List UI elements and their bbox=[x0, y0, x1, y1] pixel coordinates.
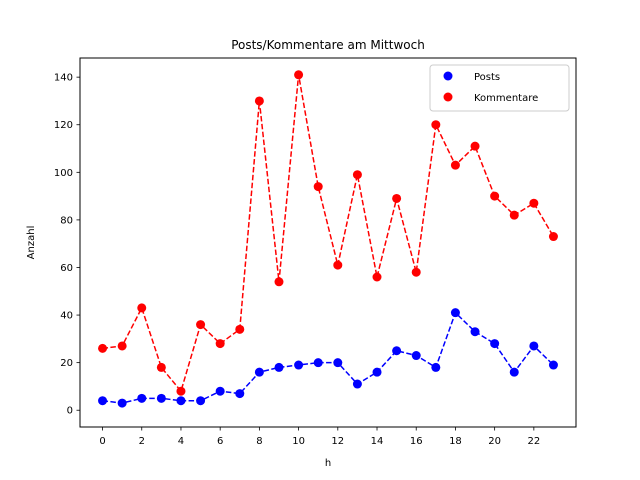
data-point-kommentare bbox=[352, 170, 362, 180]
data-point-posts bbox=[529, 341, 539, 351]
data-point-kommentare bbox=[196, 320, 206, 330]
series-line-kommentare bbox=[102, 74, 555, 393]
data-point-posts bbox=[254, 367, 264, 377]
data-point-kommentare bbox=[392, 193, 402, 203]
data-point-kommentare bbox=[176, 386, 186, 396]
data-point-posts bbox=[117, 398, 127, 408]
data-point-posts bbox=[548, 360, 558, 370]
x-tick-label: 4 bbox=[178, 436, 184, 447]
x-tick-label: 16 bbox=[410, 436, 423, 447]
data-point-kommentare bbox=[470, 141, 480, 151]
data-point-posts bbox=[196, 396, 206, 406]
data-point-posts bbox=[333, 358, 343, 368]
data-point-kommentare bbox=[372, 272, 382, 282]
data-point-kommentare bbox=[529, 198, 539, 208]
legend-label-posts: Posts bbox=[474, 72, 500, 83]
data-point-posts bbox=[450, 308, 460, 318]
data-point-posts bbox=[411, 351, 421, 361]
data-point-posts bbox=[509, 367, 519, 377]
data-point-posts bbox=[313, 358, 323, 368]
x-tick-label: 6 bbox=[217, 436, 223, 447]
data-point-kommentare bbox=[333, 260, 343, 270]
data-point-posts bbox=[490, 339, 500, 349]
y-tick-label: 100 bbox=[54, 168, 73, 179]
data-point-posts bbox=[156, 393, 166, 403]
data-point-posts bbox=[137, 393, 147, 403]
data-point-kommentare bbox=[254, 96, 264, 106]
data-point-posts bbox=[215, 386, 225, 396]
x-tick-label: 0 bbox=[99, 436, 105, 447]
data-point-posts bbox=[176, 396, 186, 406]
y-tick-label: 0 bbox=[67, 406, 73, 417]
x-tick-label: 10 bbox=[292, 436, 305, 447]
y-tick-label: 60 bbox=[60, 263, 73, 274]
data-point-posts bbox=[274, 362, 284, 372]
data-point-kommentare bbox=[431, 120, 441, 130]
x-axis-label: h bbox=[325, 458, 331, 469]
data-point-posts bbox=[470, 327, 480, 337]
x-tick-label: 14 bbox=[371, 436, 384, 447]
data-point-kommentare bbox=[117, 341, 127, 351]
x-tick-label: 18 bbox=[449, 436, 462, 447]
data-point-posts bbox=[392, 346, 402, 356]
legend-marker-kommentare bbox=[443, 92, 453, 102]
data-point-kommentare bbox=[137, 303, 147, 313]
axes-frame bbox=[79, 57, 577, 428]
data-point-posts bbox=[352, 379, 362, 389]
data-point-posts bbox=[235, 389, 245, 399]
x-tick-label: 2 bbox=[139, 436, 145, 447]
data-point-kommentare bbox=[548, 232, 558, 242]
data-point-kommentare bbox=[235, 324, 245, 334]
data-point-kommentare bbox=[313, 182, 323, 192]
y-axis-label: Anzahl bbox=[26, 226, 37, 260]
chart-title: Posts/Kommentare am Mittwoch bbox=[231, 38, 425, 52]
data-point-kommentare bbox=[509, 210, 519, 220]
y-tick-label: 40 bbox=[60, 311, 73, 322]
data-point-posts bbox=[98, 396, 108, 406]
data-point-kommentare bbox=[294, 70, 304, 80]
y-tick-label: 140 bbox=[54, 73, 73, 84]
y-tick-label: 120 bbox=[54, 120, 73, 131]
data-point-posts bbox=[431, 362, 441, 372]
data-point-posts bbox=[294, 360, 304, 370]
axis-ticks: 0 2 4 6 8 10 12 14 16 18 20 22 0 20 40 60 80 100 120 140 bbox=[54, 73, 540, 447]
x-tick-label: 12 bbox=[331, 436, 344, 447]
legend-box bbox=[429, 64, 570, 112]
data-point-kommentare bbox=[450, 160, 460, 170]
data-point-posts bbox=[372, 367, 382, 377]
data-point-kommentare bbox=[98, 343, 108, 353]
legend: Posts Kommentare bbox=[429, 64, 570, 112]
y-tick-label: 80 bbox=[60, 215, 73, 226]
x-tick-label: 20 bbox=[488, 436, 501, 447]
y-tick-label: 20 bbox=[60, 358, 73, 369]
data-point-kommentare bbox=[274, 277, 284, 287]
legend-marker-posts bbox=[443, 71, 453, 81]
x-tick-label: 22 bbox=[527, 436, 540, 447]
data-point-kommentare bbox=[490, 191, 500, 201]
legend-label-kommentare: Kommentare bbox=[474, 93, 538, 104]
data-point-kommentare bbox=[156, 362, 166, 372]
data-point-kommentare bbox=[215, 339, 225, 349]
x-tick-label: 8 bbox=[256, 436, 262, 447]
data-point-kommentare bbox=[411, 267, 421, 277]
plot-area bbox=[98, 70, 558, 408]
